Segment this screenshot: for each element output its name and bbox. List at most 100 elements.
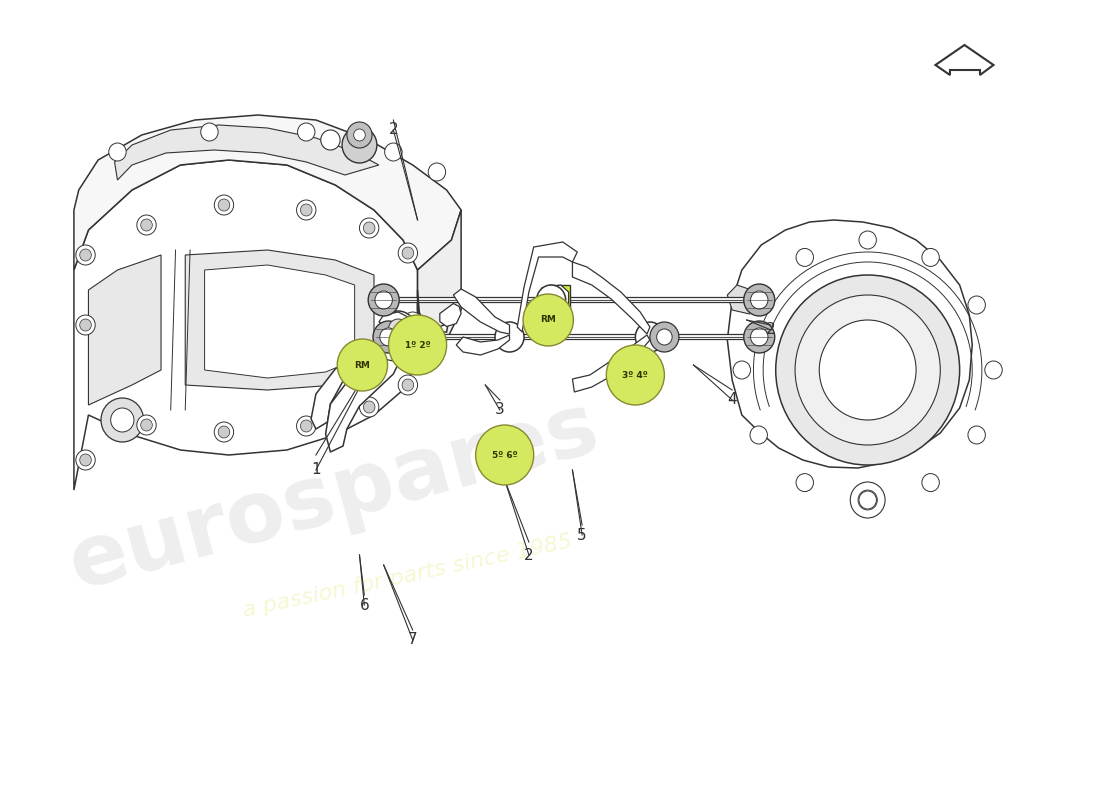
Circle shape <box>141 419 152 431</box>
Text: 1: 1 <box>311 462 321 478</box>
Circle shape <box>297 416 316 436</box>
Circle shape <box>922 474 939 491</box>
Circle shape <box>650 322 679 352</box>
Circle shape <box>111 408 134 432</box>
Circle shape <box>136 415 156 435</box>
Circle shape <box>385 143 403 161</box>
Circle shape <box>321 130 340 150</box>
Text: 6: 6 <box>360 598 370 613</box>
Polygon shape <box>74 160 418 490</box>
Circle shape <box>795 295 940 445</box>
Circle shape <box>968 426 986 444</box>
Circle shape <box>76 450 96 470</box>
Circle shape <box>403 247 414 259</box>
Circle shape <box>101 398 144 442</box>
Circle shape <box>859 231 877 249</box>
Polygon shape <box>88 255 161 405</box>
Circle shape <box>342 127 377 163</box>
Circle shape <box>657 329 672 345</box>
Circle shape <box>750 426 768 444</box>
Circle shape <box>475 425 534 485</box>
Circle shape <box>984 361 1002 379</box>
Text: 5: 5 <box>578 527 587 542</box>
Text: 4: 4 <box>727 393 737 407</box>
Circle shape <box>388 315 447 375</box>
Circle shape <box>297 123 315 141</box>
Circle shape <box>109 143 126 161</box>
Circle shape <box>750 296 768 314</box>
Circle shape <box>398 375 418 395</box>
Circle shape <box>141 219 152 231</box>
Circle shape <box>524 294 573 346</box>
Circle shape <box>606 345 664 405</box>
Circle shape <box>776 275 959 465</box>
Text: RM: RM <box>354 361 371 370</box>
Text: 7: 7 <box>408 633 418 647</box>
Circle shape <box>218 426 230 438</box>
Circle shape <box>398 243 418 263</box>
Circle shape <box>796 249 814 266</box>
Polygon shape <box>114 125 378 180</box>
Polygon shape <box>378 340 430 362</box>
Text: 2: 2 <box>524 547 534 562</box>
Circle shape <box>750 291 768 309</box>
Polygon shape <box>453 289 509 334</box>
Circle shape <box>79 319 91 331</box>
Text: 2: 2 <box>766 322 775 338</box>
Text: 2: 2 <box>388 122 398 138</box>
Text: a passion for parts since 1985: a passion for parts since 1985 <box>241 531 574 621</box>
Circle shape <box>76 315 96 335</box>
Polygon shape <box>418 290 451 352</box>
Circle shape <box>375 291 393 309</box>
Circle shape <box>360 397 378 417</box>
Circle shape <box>354 129 365 141</box>
Circle shape <box>338 339 387 391</box>
Circle shape <box>214 195 233 215</box>
Polygon shape <box>326 339 403 452</box>
Circle shape <box>388 319 408 339</box>
Circle shape <box>218 199 230 211</box>
Polygon shape <box>185 250 374 390</box>
Polygon shape <box>418 210 461 370</box>
Text: 5º 6º: 5º 6º <box>492 450 517 459</box>
Polygon shape <box>727 220 972 468</box>
Polygon shape <box>517 242 578 332</box>
Circle shape <box>363 222 375 234</box>
Circle shape <box>360 218 378 238</box>
Polygon shape <box>541 285 569 315</box>
Polygon shape <box>935 45 993 75</box>
Circle shape <box>379 328 397 346</box>
Text: 3: 3 <box>495 402 505 418</box>
Text: 1º 2º: 1º 2º <box>405 341 430 350</box>
Circle shape <box>922 249 939 266</box>
Circle shape <box>850 482 886 518</box>
Circle shape <box>79 454 91 466</box>
Polygon shape <box>548 285 570 315</box>
Circle shape <box>495 322 524 352</box>
Text: RM: RM <box>540 315 557 325</box>
Circle shape <box>744 321 774 353</box>
Polygon shape <box>205 265 354 378</box>
Polygon shape <box>311 326 403 429</box>
Circle shape <box>300 420 312 432</box>
Circle shape <box>200 123 218 141</box>
Circle shape <box>214 422 233 442</box>
Circle shape <box>136 215 156 235</box>
Polygon shape <box>74 115 461 270</box>
Circle shape <box>796 474 814 491</box>
Circle shape <box>346 122 372 148</box>
Circle shape <box>79 249 91 261</box>
Circle shape <box>403 379 414 391</box>
Circle shape <box>300 204 312 216</box>
Circle shape <box>407 316 418 328</box>
Polygon shape <box>456 335 509 355</box>
Circle shape <box>297 200 316 220</box>
Circle shape <box>820 320 916 420</box>
Circle shape <box>373 321 404 353</box>
Polygon shape <box>378 312 430 342</box>
Polygon shape <box>727 285 757 314</box>
Circle shape <box>537 285 565 315</box>
Circle shape <box>968 296 986 314</box>
Circle shape <box>858 490 878 510</box>
Circle shape <box>403 312 422 332</box>
